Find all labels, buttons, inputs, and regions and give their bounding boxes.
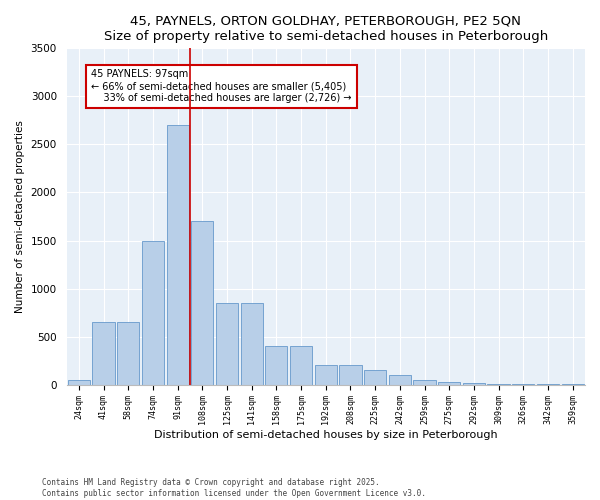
Bar [340, 366, 362, 384]
Text: 45 PAYNELS: 97sqm
← 66% of semi-detached houses are smaller (5,405)
    33% of s: 45 PAYNELS: 97sqm ← 66% of semi-detached… [91, 70, 352, 102]
Bar [438, 382, 460, 384]
Bar [364, 370, 386, 384]
Text: Contains HM Land Registry data © Crown copyright and database right 2025.
Contai: Contains HM Land Registry data © Crown c… [42, 478, 426, 498]
Bar [92, 322, 115, 384]
Bar [290, 346, 312, 385]
Bar [142, 240, 164, 384]
Title: 45, PAYNELS, ORTON GOLDHAY, PETERBOROUGH, PE2 5QN
Size of property relative to s: 45, PAYNELS, ORTON GOLDHAY, PETERBOROUGH… [104, 15, 548, 43]
Bar [216, 303, 238, 384]
Bar [314, 366, 337, 384]
Bar [117, 322, 139, 384]
Bar [167, 125, 189, 384]
Bar [413, 380, 436, 384]
Bar [265, 346, 287, 385]
Bar [191, 222, 214, 384]
Bar [389, 375, 411, 384]
Bar [463, 383, 485, 384]
Bar [241, 303, 263, 384]
Bar [68, 380, 90, 384]
Y-axis label: Number of semi-detached properties: Number of semi-detached properties [15, 120, 25, 313]
X-axis label: Distribution of semi-detached houses by size in Peterborough: Distribution of semi-detached houses by … [154, 430, 497, 440]
